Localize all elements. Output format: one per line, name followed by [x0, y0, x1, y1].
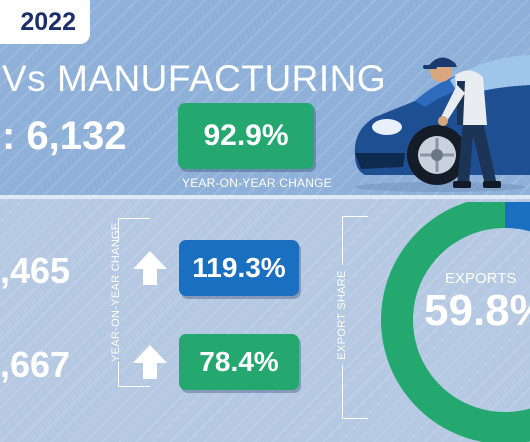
change-pill-1: 119.3%: [179, 240, 299, 296]
donut-exports-segment: [381, 202, 530, 442]
section-divider: [0, 195, 530, 199]
mechanic-car-illustration: [354, 55, 530, 192]
yoy-change-caption: YEAR-ON-YEAR CHANGE: [182, 176, 332, 190]
export-share-label: EXPORT SHARE: [336, 265, 348, 365]
total-value: : 6,132: [2, 114, 127, 158]
export-bracket-top: [342, 216, 368, 217]
yoy-bracket-bottom: [118, 386, 150, 387]
donut-label: EXPORTS: [445, 270, 517, 287]
yoy-change-label: YEAR-ON-YEAR CHANGE: [110, 222, 122, 362]
stat-value-2: ,667: [0, 344, 71, 385]
export-bracket-bottom: [342, 418, 368, 419]
change-pill-2: 78.4%: [179, 334, 299, 390]
up-arrow-icon: [133, 345, 167, 379]
up-arrow-icon: [133, 251, 167, 285]
yoy-bracket-top: [118, 218, 150, 219]
donut-value: 59.8%: [424, 286, 530, 335]
export-donut-chart: [381, 202, 530, 442]
yoy-change-pill: 92.9%: [178, 103, 314, 169]
stat-value-1: ,465: [0, 250, 71, 291]
year-badge: 2022: [0, 0, 90, 44]
headline: Vs MANUFACTURING: [2, 58, 387, 99]
